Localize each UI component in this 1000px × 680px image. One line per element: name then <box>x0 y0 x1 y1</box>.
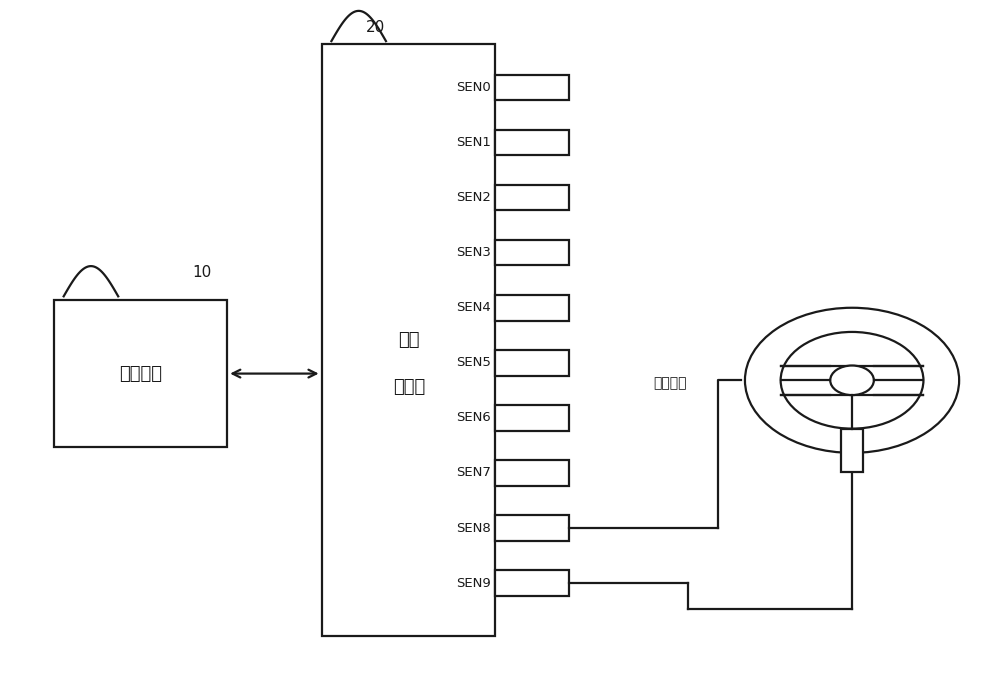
Text: SEN2: SEN2 <box>456 191 491 204</box>
Bar <box>495 515 569 541</box>
Circle shape <box>745 308 959 453</box>
Bar <box>495 460 569 486</box>
Text: 传感器: 传感器 <box>393 378 425 396</box>
Bar <box>495 75 569 100</box>
Text: 10: 10 <box>193 265 212 280</box>
Text: 电容: 电容 <box>398 331 420 349</box>
Text: 微控制器: 微控制器 <box>119 364 162 383</box>
Bar <box>54 300 227 447</box>
Text: SEN4: SEN4 <box>456 301 491 314</box>
Bar <box>495 571 569 596</box>
Bar <box>495 130 569 155</box>
Bar <box>495 350 569 375</box>
Text: SEN0: SEN0 <box>456 81 491 94</box>
Bar <box>495 185 569 210</box>
Text: SEN7: SEN7 <box>456 466 491 479</box>
Text: SEN9: SEN9 <box>456 577 491 590</box>
Text: SEN8: SEN8 <box>456 522 491 534</box>
Bar <box>841 428 863 473</box>
Bar <box>495 240 569 265</box>
Text: SEN3: SEN3 <box>456 246 491 259</box>
Text: SEN1: SEN1 <box>456 136 491 149</box>
Text: SEN6: SEN6 <box>456 411 491 424</box>
Text: 20: 20 <box>366 20 385 35</box>
Bar <box>495 295 569 320</box>
Bar <box>495 405 569 430</box>
Circle shape <box>830 366 874 395</box>
Text: SEN5: SEN5 <box>456 356 491 369</box>
Bar <box>322 44 495 636</box>
Text: 检测通道: 检测通道 <box>654 377 687 390</box>
Circle shape <box>781 332 923 428</box>
